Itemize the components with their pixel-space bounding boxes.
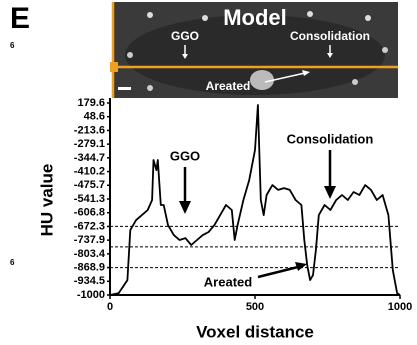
annotation: GGO: [170, 148, 200, 163]
annotation: Areated: [204, 274, 252, 289]
panel-label: E: [10, 2, 30, 35]
edge-fragment: 6: [10, 258, 15, 267]
y-tick-label: -344.7: [74, 152, 105, 164]
y-tick-label: -410.2: [74, 165, 105, 177]
y-tick-label: 48.6: [84, 111, 105, 123]
edge-fragment: 6: [10, 41, 15, 50]
annotation: Consolidation: [287, 131, 374, 146]
y-tick-label: -1000: [77, 289, 105, 301]
y-tick-label: 179.6: [77, 97, 105, 109]
y-tick-label: -279.1: [74, 138, 105, 150]
y-tick-label: -475.7: [74, 179, 105, 191]
y-axis-label: HU value: [37, 164, 56, 237]
image-label: Areated: [206, 79, 251, 93]
y-tick-label: -803.4: [74, 248, 106, 260]
y-tick-label: -868.9: [74, 261, 105, 273]
annotation-arrows: [179, 150, 336, 277]
image-title: Model: [223, 5, 287, 30]
x-tick-label: 0: [107, 301, 113, 313]
y-tick-label: -672.3: [74, 220, 105, 232]
y-tick-label: -737.9: [74, 234, 105, 246]
image-label: GGO: [171, 29, 199, 43]
figure: E 6 6 Model GGO Consolidation Areated HU…: [0, 0, 417, 345]
y-tick-label: -934.5: [74, 275, 105, 287]
y-tick-label: -213.6: [74, 124, 105, 136]
y-tick-label: -606.8: [74, 207, 105, 219]
x-tick-label: 500: [246, 301, 264, 313]
y-tick-label: -541.3: [74, 193, 105, 205]
x-axis-label: Voxel distance: [196, 322, 314, 341]
x-tick-label: 1000: [388, 301, 412, 313]
page: {"panel_label": "E", "edge_fragments": […: [0, 0, 417, 345]
image-label: Consolidation: [290, 29, 370, 43]
